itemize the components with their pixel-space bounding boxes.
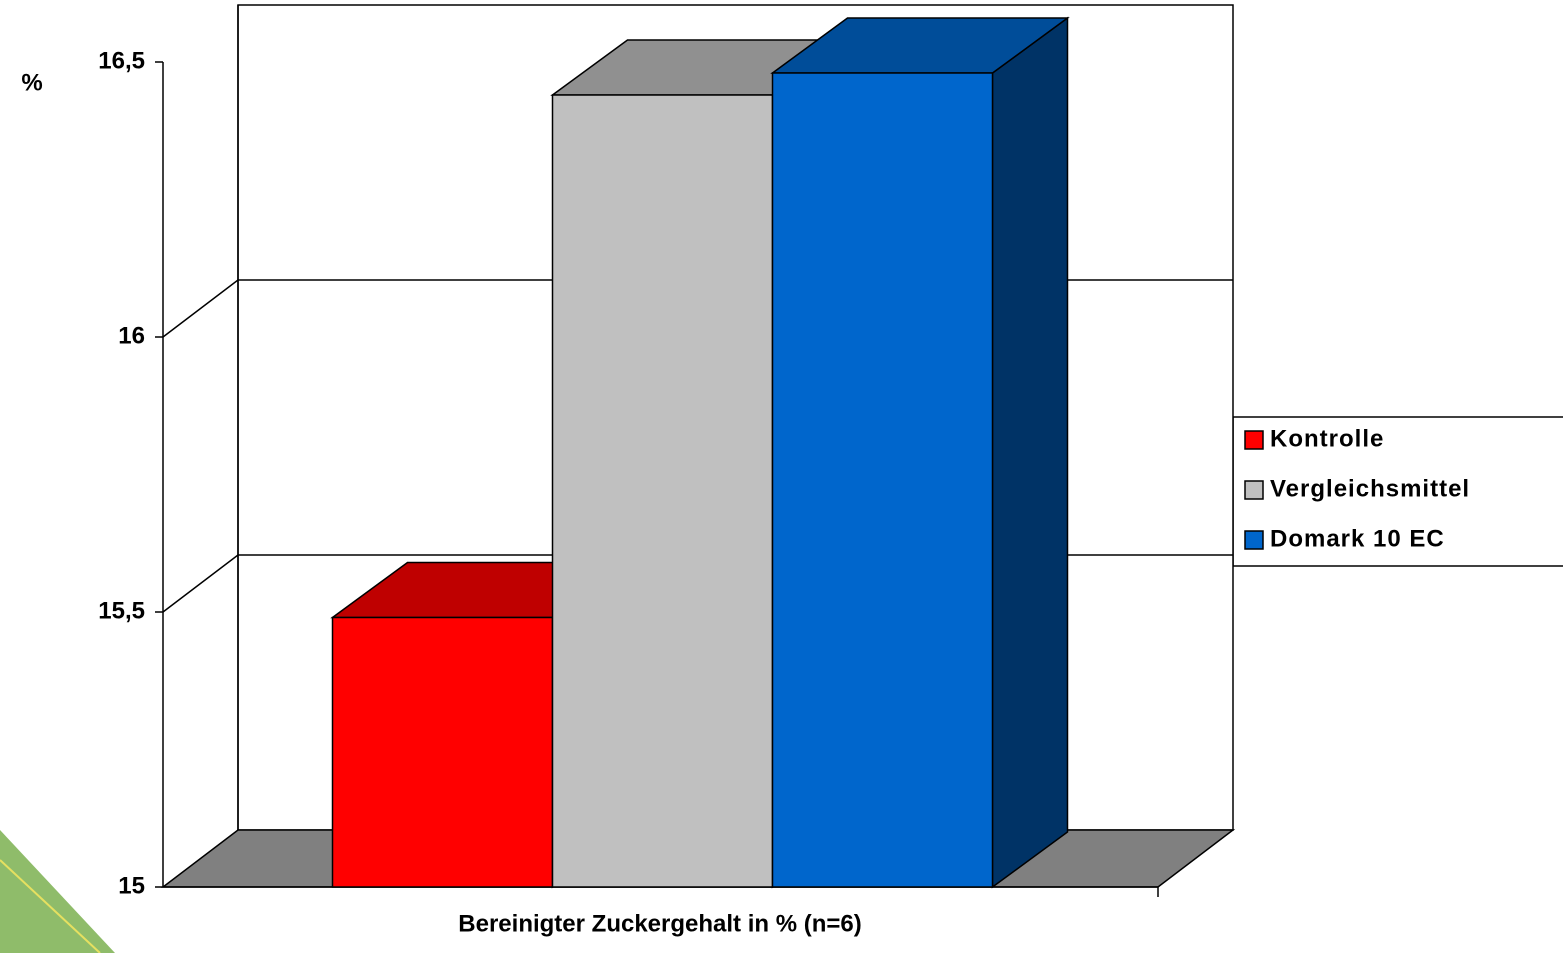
- bar: [551, 94, 774, 888]
- y-tick-label: 16,5: [98, 47, 145, 74]
- bar-side: [991, 16, 1069, 889]
- y-tick-label: 16: [118, 322, 145, 349]
- y-axis-label: %: [21, 69, 42, 96]
- y-tick-label: 15: [118, 872, 145, 899]
- legend-label: Vergleichsmittel: [1270, 475, 1470, 502]
- legend: [1232, 416, 1563, 567]
- x-axis-label: Bereinigter Zuckergehalt in % (n=6): [458, 910, 861, 937]
- decoration: [0, 859, 101, 953]
- legend-label: Domark 10 EC: [1270, 525, 1445, 552]
- legend-swatch: [1244, 480, 1264, 500]
- legend-label: Kontrolle: [1270, 425, 1384, 452]
- bar: [771, 72, 994, 888]
- bar: [331, 616, 554, 888]
- y-tick-label: 15,5: [98, 597, 145, 624]
- legend-swatch: [1244, 430, 1264, 450]
- legend-swatch: [1244, 530, 1264, 550]
- decoration: [0, 830, 115, 953]
